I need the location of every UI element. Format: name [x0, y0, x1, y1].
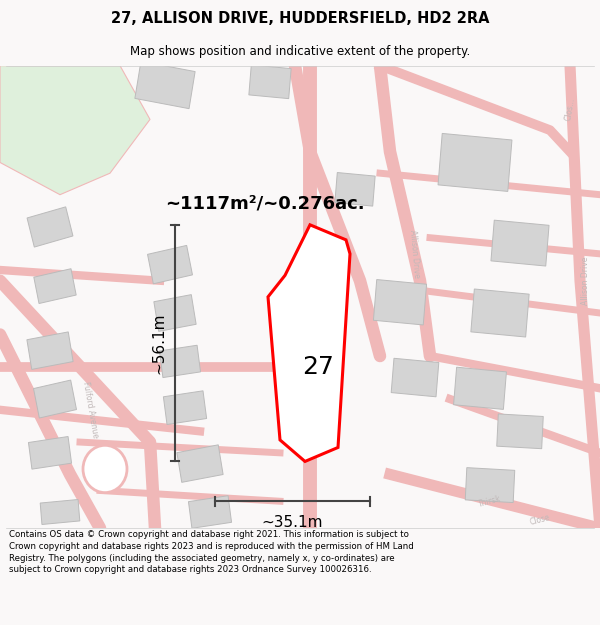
Text: Map shows position and indicative extent of the property.: Map shows position and indicative extent… — [130, 45, 470, 58]
Polygon shape — [27, 332, 73, 369]
Text: 27, ALLISON DRIVE, HUDDERSFIELD, HD2 2RA: 27, ALLISON DRIVE, HUDDERSFIELD, HD2 2RA — [111, 11, 489, 26]
Polygon shape — [40, 499, 80, 524]
Polygon shape — [497, 414, 543, 449]
Polygon shape — [438, 133, 512, 191]
Text: Fulford Avenue: Fulford Avenue — [80, 381, 100, 439]
Polygon shape — [471, 289, 529, 337]
Polygon shape — [135, 61, 195, 109]
Polygon shape — [0, 66, 150, 195]
Polygon shape — [148, 246, 193, 284]
Text: Thirsk: Thirsk — [478, 494, 503, 509]
Circle shape — [83, 445, 127, 493]
Polygon shape — [373, 279, 427, 325]
Polygon shape — [34, 380, 76, 418]
Polygon shape — [391, 358, 439, 397]
Polygon shape — [454, 368, 506, 409]
Text: Close: Close — [529, 512, 551, 526]
Polygon shape — [160, 345, 200, 378]
Text: ~35.1m: ~35.1m — [262, 515, 323, 530]
Polygon shape — [177, 445, 223, 483]
Text: Contains OS data © Crown copyright and database right 2021. This information is : Contains OS data © Crown copyright and d… — [9, 530, 414, 574]
Polygon shape — [188, 496, 232, 528]
Text: Allison Drive: Allison Drive — [409, 229, 422, 278]
Polygon shape — [28, 436, 71, 469]
Text: ~56.1m: ~56.1m — [151, 312, 167, 374]
Polygon shape — [249, 65, 291, 99]
Text: 27: 27 — [302, 355, 334, 379]
Polygon shape — [335, 173, 375, 206]
Text: Allison Drive: Allison Drive — [299, 246, 317, 294]
Polygon shape — [163, 391, 206, 424]
Text: Allison Drive: Allison Drive — [581, 256, 590, 305]
Text: ~1117m²/~0.276ac.: ~1117m²/~0.276ac. — [165, 194, 365, 213]
Polygon shape — [154, 294, 196, 331]
Polygon shape — [34, 269, 76, 304]
Polygon shape — [465, 468, 515, 502]
Polygon shape — [491, 220, 549, 266]
Polygon shape — [268, 225, 350, 461]
Text: Clos...: Clos... — [563, 96, 577, 121]
Polygon shape — [27, 207, 73, 247]
